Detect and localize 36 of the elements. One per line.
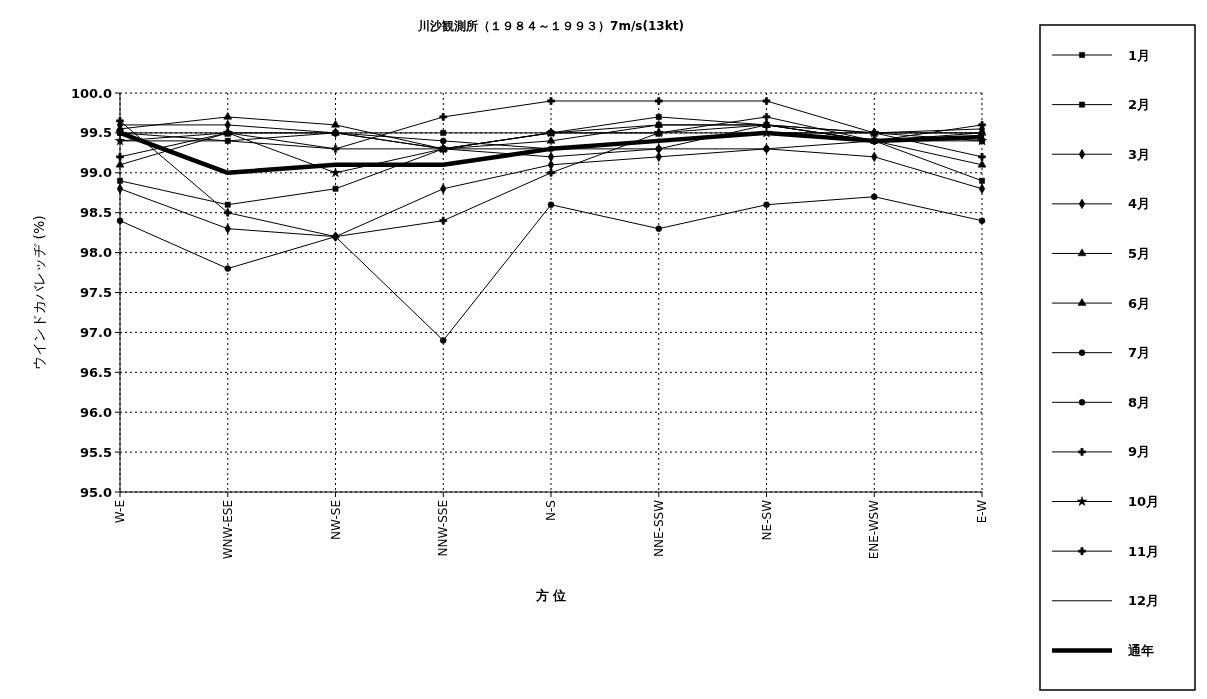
x-tick-label: ENE-WSW [867,499,882,560]
y-tick-label: 95.0 [79,484,112,500]
legend-label: 8月 [1128,394,1151,410]
x-tick-label: NW-SE [328,500,343,540]
legend-label: 6月 [1128,295,1151,311]
legend-label: 10月 [1128,494,1160,510]
legend-label: 12月 [1128,593,1160,609]
legend-label: 9月 [1128,444,1151,460]
y-tick-label: 97.5 [79,285,112,301]
x-tick-label: W-E [113,500,128,524]
chart-title: 川沙観測所（１９８４～１９９３）7m/s(13kt) [417,19,684,33]
x-tick-label: NNE-SSW [651,499,666,557]
y-tick-label: 96.0 [79,404,112,420]
legend-label: 5月 [1128,246,1151,262]
legend-label: 2月 [1128,97,1151,113]
legend-label: 4月 [1128,196,1151,212]
y-tick-label: 100.0 [70,85,112,101]
y-tick-label: 95.5 [79,444,112,460]
x-tick-label: WNW-ESE [220,500,235,560]
legend-label: 11月 [1128,543,1160,559]
y-tick-label: 97.0 [79,324,112,340]
y-tick-label: 98.5 [79,205,112,221]
y-axis-title: ウインドカバレッヂ (%) [31,215,47,370]
y-tick-label: 99.5 [79,125,112,141]
x-axis-title: 方 位 [534,588,567,603]
legend-label: 通年 [1127,642,1154,658]
x-tick-label: E-W [975,499,990,524]
y-tick-label: 99.0 [79,165,112,181]
y-tick-label: 96.5 [79,364,112,380]
x-tick-label: NE-SW [759,499,774,541]
legend-label: 1月 [1128,47,1151,63]
y-tick-label: 98.0 [79,245,112,261]
x-tick-label: NNW-SSE [436,500,451,557]
legend-label: 7月 [1128,345,1151,361]
x-tick-label: N-S [544,500,559,521]
legend-label: 3月 [1128,146,1151,162]
